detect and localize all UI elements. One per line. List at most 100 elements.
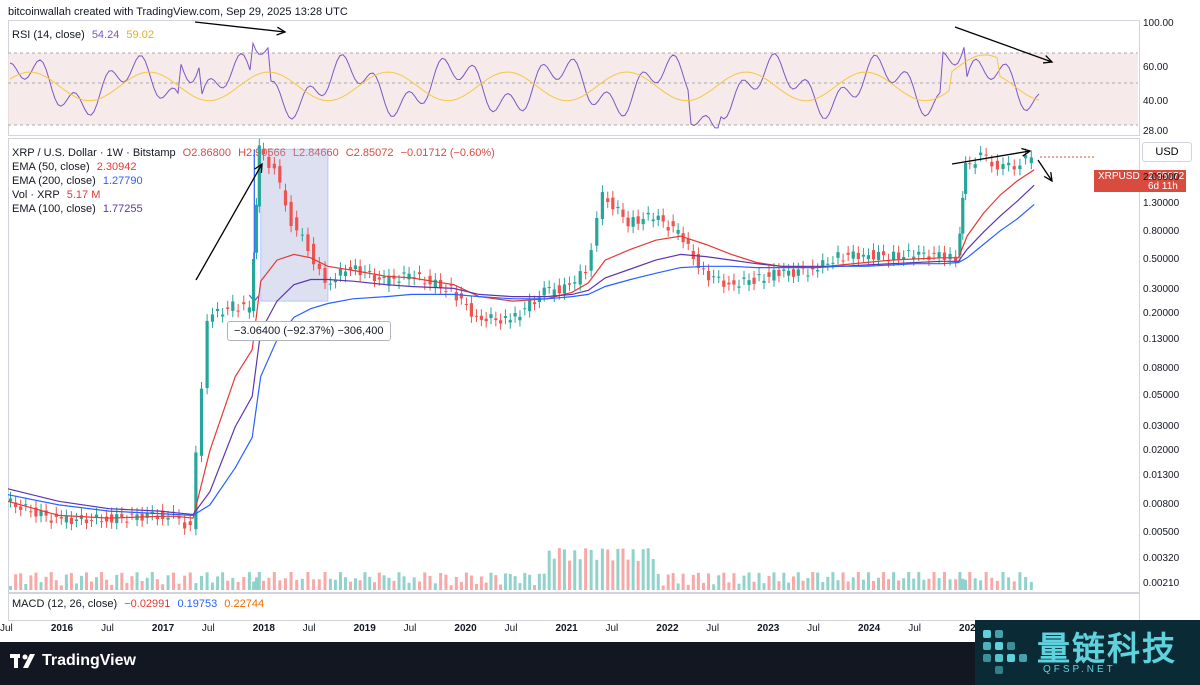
rsi-tick-28: 28.00: [1143, 126, 1169, 137]
candle-body: [990, 161, 994, 167]
candle-body: [821, 260, 825, 268]
candle-body: [532, 302, 537, 305]
candle-body: [600, 192, 604, 220]
time-tick: Jul: [706, 623, 720, 634]
volume-bar: [701, 582, 705, 590]
volume-bar: [533, 585, 537, 590]
time-tick: 2016: [50, 623, 74, 634]
candle-body: [757, 274, 761, 276]
volume-bar: [902, 578, 906, 590]
volume-bar: [917, 572, 921, 590]
ema100-label: EMA (100, close): [12, 203, 96, 215]
candle-body: [221, 314, 225, 317]
currency-selector[interactable]: USD: [1142, 142, 1192, 162]
volume-bar: [777, 581, 781, 590]
candle-body: [382, 276, 386, 278]
volume-bar: [806, 577, 810, 590]
candle-body: [194, 452, 198, 530]
candle-body: [104, 516, 109, 522]
volume-bar: [523, 572, 527, 590]
volume-bar: [247, 572, 251, 590]
candle-body: [454, 292, 458, 301]
candle-body: [231, 301, 235, 311]
volume-bar: [242, 576, 246, 590]
volume-bar: [707, 573, 711, 590]
candle-body: [407, 273, 411, 280]
volume-bar: [547, 550, 551, 590]
candle-body: [166, 517, 170, 520]
volume-bar: [513, 576, 517, 590]
volume-bar: [135, 572, 139, 590]
volume-bar: [29, 575, 33, 590]
volume-bar: [626, 559, 630, 590]
watermark-title: 量链科技: [1037, 630, 1177, 667]
candle-body: [474, 315, 479, 317]
vol-legend: Vol · XRP 5.17 M: [12, 189, 104, 201]
ohlc-change: −0.01712 (−0.60%): [400, 147, 495, 159]
measure-box: [260, 148, 329, 302]
candle-body: [8, 498, 13, 502]
volume-bar: [317, 579, 321, 590]
volume-bar: [937, 578, 941, 590]
volume-bar: [973, 578, 977, 590]
candle-body: [323, 267, 327, 283]
volume-bar: [358, 580, 362, 590]
volume-bar: [449, 585, 453, 590]
candle-body: [513, 313, 517, 317]
volume-bar: [656, 573, 660, 590]
candle-body: [1029, 157, 1033, 164]
candle-body: [317, 263, 321, 270]
candle-body: [907, 250, 911, 252]
candle-body: [89, 520, 94, 522]
rsi-divergence-arrow-right: [954, 26, 1053, 63]
volume-bar: [454, 576, 458, 590]
volume-bar: [932, 572, 936, 590]
volume-bar: [557, 548, 561, 590]
volume-bar: [651, 559, 655, 590]
candle-body: [115, 514, 119, 524]
price-tag-price: 2.85072: [1148, 171, 1185, 182]
volume-bar: [140, 580, 144, 590]
volume-bar: [348, 581, 352, 590]
candle-body: [589, 250, 593, 271]
candle-body: [311, 243, 316, 265]
candle-body: [358, 266, 362, 276]
volume-bar: [772, 572, 776, 590]
volume-bar: [762, 583, 766, 590]
time-tick: Jul: [0, 623, 13, 634]
volume-bar: [278, 580, 282, 590]
candle-body: [278, 166, 282, 183]
candle-body: [261, 149, 266, 155]
volume-bar: [782, 572, 786, 590]
chart-canvas[interactable]: [0, 0, 1200, 642]
candle-body: [433, 279, 437, 288]
volume-bar: [312, 579, 316, 590]
time-tick: 2020: [454, 623, 477, 634]
candle-body: [397, 281, 401, 283]
volume-bar: [984, 572, 988, 590]
volume-bar: [897, 580, 901, 590]
time-tick: 2021: [555, 623, 578, 634]
volume-bar: [861, 579, 865, 590]
candle-body: [722, 280, 726, 287]
candle-body: [727, 282, 731, 285]
volume-bar: [641, 549, 645, 590]
volume-bar: [727, 582, 731, 590]
volume-bar: [821, 582, 825, 590]
ema100-legend: EMA (100, close) 1.77255: [12, 203, 147, 215]
volume-bar: [412, 577, 416, 590]
volume-bar: [831, 572, 835, 590]
volume-bar: [636, 560, 640, 590]
volume-bar: [44, 576, 48, 590]
volume-bar: [791, 576, 795, 590]
candle-body: [417, 272, 422, 275]
volume-bar: [961, 578, 965, 590]
volume-bar: [922, 579, 926, 590]
volume-bar: [892, 572, 896, 590]
candle-body: [1018, 165, 1022, 170]
volume-bar: [145, 577, 149, 590]
candle-body: [199, 388, 204, 456]
volume-bar: [9, 586, 13, 590]
candle-body: [696, 254, 700, 268]
candle-body: [636, 216, 640, 224]
